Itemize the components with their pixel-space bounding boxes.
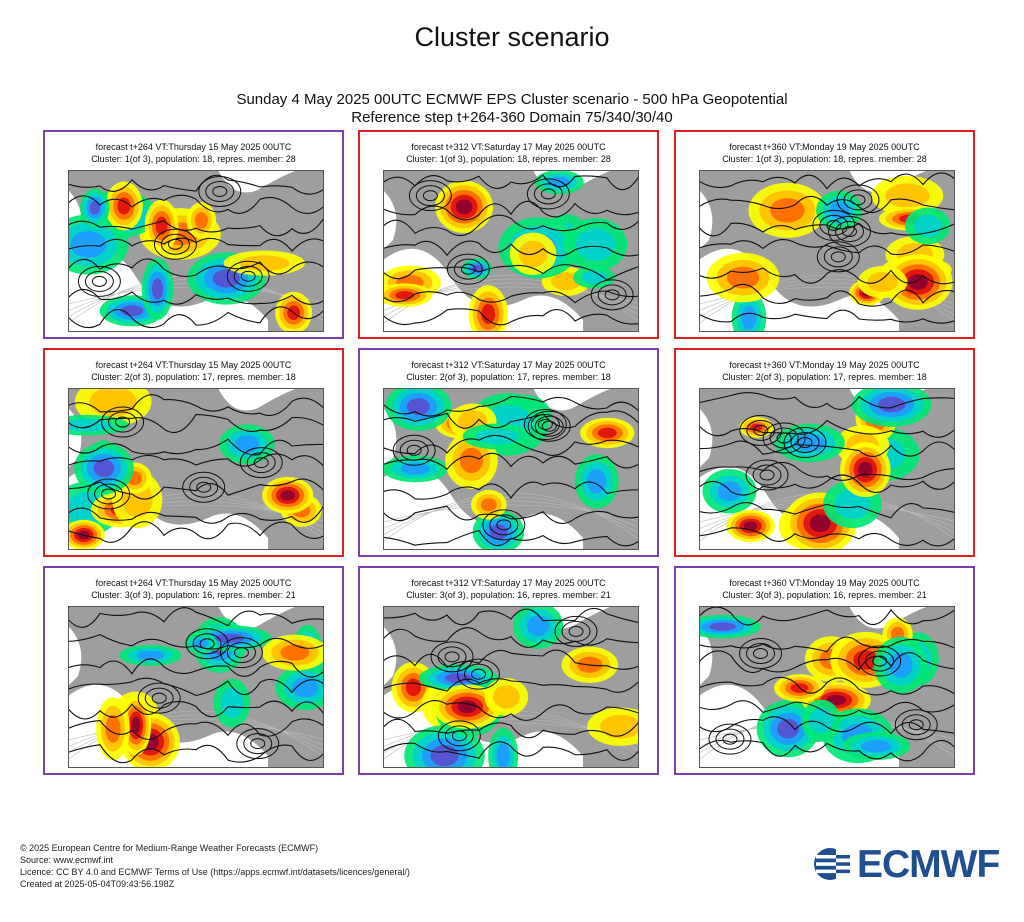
ecmwf-logo-icon (814, 848, 854, 880)
page-title: Cluster scenario (414, 22, 610, 52)
panel-cluster-label: Cluster: 1(of 3), population: 18, repres… (91, 154, 296, 164)
panel-forecast-label: forecast t+360 VT:Monday 19 May 2025 00U… (729, 578, 920, 588)
panel-header: forecast t+360 VT:Monday 19 May 2025 00U… (676, 577, 973, 601)
anomaly-map (68, 388, 324, 550)
panel-header: forecast t+312 VT:Saturday 17 May 2025 0… (360, 359, 657, 383)
panel-cluster-label: Cluster: 1(of 3), population: 18, repres… (722, 154, 927, 164)
footer: © 2025 European Centre for Medium-Range … (20, 842, 410, 890)
anomaly-map (699, 606, 955, 768)
panel-forecast-label: forecast t+264 VT:Thursday 15 May 2025 0… (95, 578, 292, 588)
anomaly-map (68, 606, 324, 768)
panel-cluster-label: Cluster: 2(of 3), population: 17, repres… (91, 372, 296, 382)
anomaly-map (699, 170, 955, 332)
cluster-panel: forecast t+312 VT:Saturday 17 May 2025 0… (358, 566, 659, 775)
chart-title: Sunday 4 May 2025 00UTC ECMWF EPS Cluste… (0, 91, 1024, 127)
panel-forecast-label: forecast t+360 VT:Monday 19 May 2025 00U… (729, 142, 920, 152)
ecmwf-logo-text: ECMWF (857, 843, 1000, 886)
anomaly-map (699, 388, 955, 550)
anomaly-map (383, 170, 639, 332)
panel-cluster-label: Cluster: 3(of 3), population: 16, repres… (406, 590, 611, 600)
ecmwf-logo: ECMWF (812, 843, 1007, 886)
panel-header: forecast t+264 VT:Thursday 15 May 2025 0… (45, 141, 342, 165)
cluster-panel: forecast t+312 VT:Saturday 17 May 2025 0… (358, 348, 659, 557)
cluster-panel: forecast t+264 VT:Thursday 15 May 2025 0… (43, 566, 344, 775)
panel-cluster-label: Cluster: 2(of 3), population: 17, repres… (722, 372, 927, 382)
cluster-panel: forecast t+264 VT:Thursday 15 May 2025 0… (43, 130, 344, 339)
cluster-panel-grid: forecast t+264 VT:Thursday 15 May 2025 0… (43, 130, 981, 775)
anomaly-map (383, 388, 639, 550)
footer-licence: Licence: CC BY 4.0 and ECMWF Terms of Us… (20, 867, 410, 877)
panel-header: forecast t+360 VT:Monday 19 May 2025 00U… (676, 141, 973, 165)
panel-forecast-label: forecast t+264 VT:Thursday 15 May 2025 0… (95, 142, 292, 152)
panel-forecast-label: forecast t+312 VT:Saturday 17 May 2025 0… (411, 578, 606, 588)
panel-header: forecast t+312 VT:Saturday 17 May 2025 0… (360, 577, 657, 601)
cluster-panel: forecast t+264 VT:Thursday 15 May 2025 0… (43, 348, 344, 557)
panel-forecast-label: forecast t+312 VT:Saturday 17 May 2025 0… (411, 360, 606, 370)
anomaly-map (68, 170, 324, 332)
panel-forecast-label: forecast t+264 VT:Thursday 15 May 2025 0… (95, 360, 292, 370)
panel-cluster-label: Cluster: 2(of 3), population: 17, repres… (406, 372, 611, 382)
cluster-panel: forecast t+360 VT:Monday 19 May 2025 00U… (674, 566, 975, 775)
panel-header: forecast t+312 VT:Saturday 17 May 2025 0… (360, 141, 657, 165)
chart-title-line2: Reference step t+264-360 Domain 75/340/3… (351, 109, 673, 126)
anomaly-map (383, 606, 639, 768)
panel-cluster-label: Cluster: 3(of 3), population: 16, repres… (722, 590, 927, 600)
cluster-panel: forecast t+360 VT:Monday 19 May 2025 00U… (674, 130, 975, 339)
panel-cluster-label: Cluster: 3(of 3), population: 16, repres… (91, 590, 296, 600)
panel-header: forecast t+360 VT:Monday 19 May 2025 00U… (676, 359, 973, 383)
panel-header: forecast t+264 VT:Thursday 15 May 2025 0… (45, 359, 342, 383)
cluster-panel: forecast t+312 VT:Saturday 17 May 2025 0… (358, 130, 659, 339)
footer-copyright: © 2025 European Centre for Medium-Range … (20, 843, 319, 853)
panel-cluster-label: Cluster: 1(of 3), population: 18, repres… (406, 154, 611, 164)
footer-source: Source: www.ecmwf.int (20, 855, 114, 865)
footer-created: Created at 2025-05-04T09:43:56.198Z (20, 879, 175, 889)
cluster-panel: forecast t+360 VT:Monday 19 May 2025 00U… (674, 348, 975, 557)
panel-forecast-label: forecast t+312 VT:Saturday 17 May 2025 0… (411, 142, 606, 152)
chart-title-line1: Sunday 4 May 2025 00UTC ECMWF EPS Cluste… (236, 91, 788, 108)
panel-forecast-label: forecast t+360 VT:Monday 19 May 2025 00U… (729, 360, 920, 370)
panel-header: forecast t+264 VT:Thursday 15 May 2025 0… (45, 577, 342, 601)
